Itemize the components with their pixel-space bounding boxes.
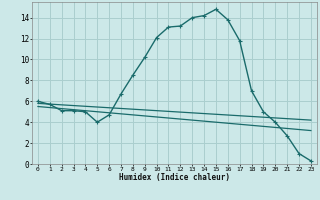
X-axis label: Humidex (Indice chaleur): Humidex (Indice chaleur) <box>119 173 230 182</box>
